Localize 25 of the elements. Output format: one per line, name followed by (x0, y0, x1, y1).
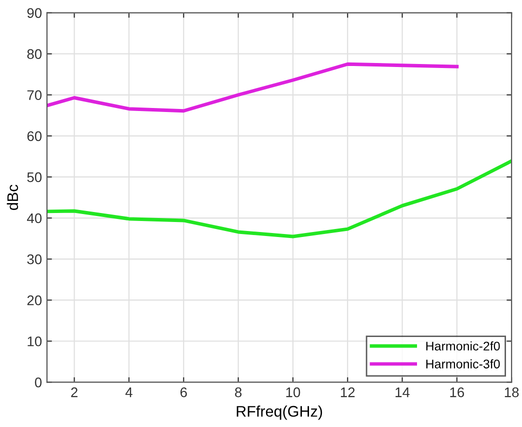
x-tick-label: 8 (235, 387, 242, 398)
y-tick-label: 40 (26, 213, 42, 224)
x-axis-title: RFfreq(GHz) (236, 406, 322, 420)
x-tick-label: 10 (286, 387, 300, 398)
y-tick-label: 10 (28, 336, 42, 346)
x-tick-label: 14 (396, 388, 410, 398)
x-tick-label: 2 (71, 387, 78, 398)
y-axis-title: dBc (6, 184, 18, 210)
y-tick-label: 20 (27, 295, 42, 306)
y-tick-label: 90 (27, 8, 42, 18)
x-tick-label: 6 (180, 387, 187, 398)
line-series (46, 159, 512, 238)
line-series (46, 62, 459, 113)
y-tick-label: 50 (27, 172, 42, 182)
x-tick-label: 12 (340, 387, 355, 398)
legend-label: Harmonic-2f0 (426, 341, 500, 351)
y-tick-label: 70 (27, 90, 42, 100)
x-tick-label: 4 (125, 388, 132, 398)
y-tick-label: 0 (34, 378, 42, 388)
x-tick-label: 16 (450, 387, 464, 398)
y-tick-label: 80 (27, 49, 42, 60)
legend-label: Harmonic-3f0 (426, 359, 500, 368)
y-tick-label: 60 (27, 131, 42, 142)
x-tick-label: 18 (504, 387, 519, 398)
y-tick-label: 30 (27, 254, 42, 264)
